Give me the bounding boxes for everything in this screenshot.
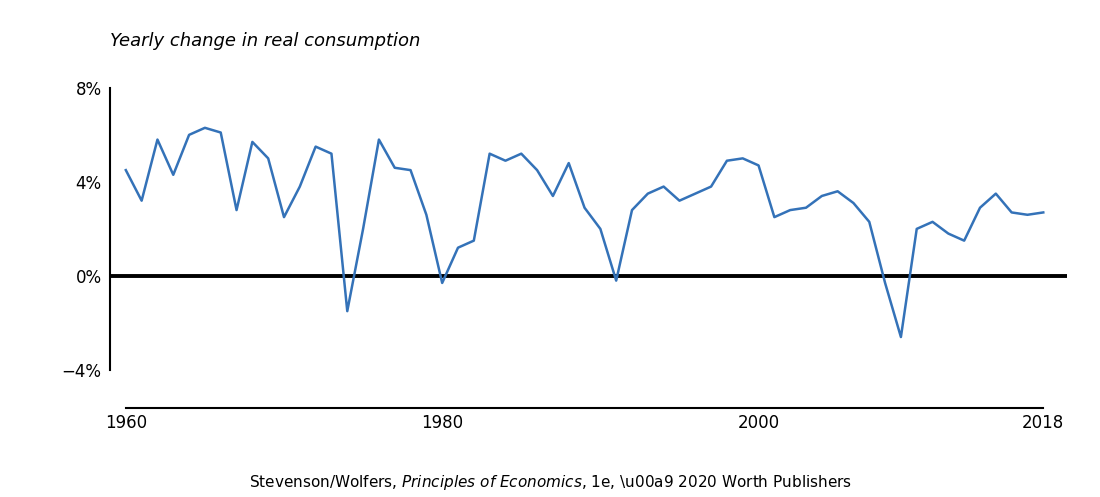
Text: Yearly change in real consumption: Yearly change in real consumption <box>110 32 420 50</box>
Text: Stevenson/Wolfers, $\it{Principles\ of\ Economics}$, 1e, \u00a9 2020 Worth Publi: Stevenson/Wolfers, $\it{Principles\ of\ … <box>249 473 851 492</box>
